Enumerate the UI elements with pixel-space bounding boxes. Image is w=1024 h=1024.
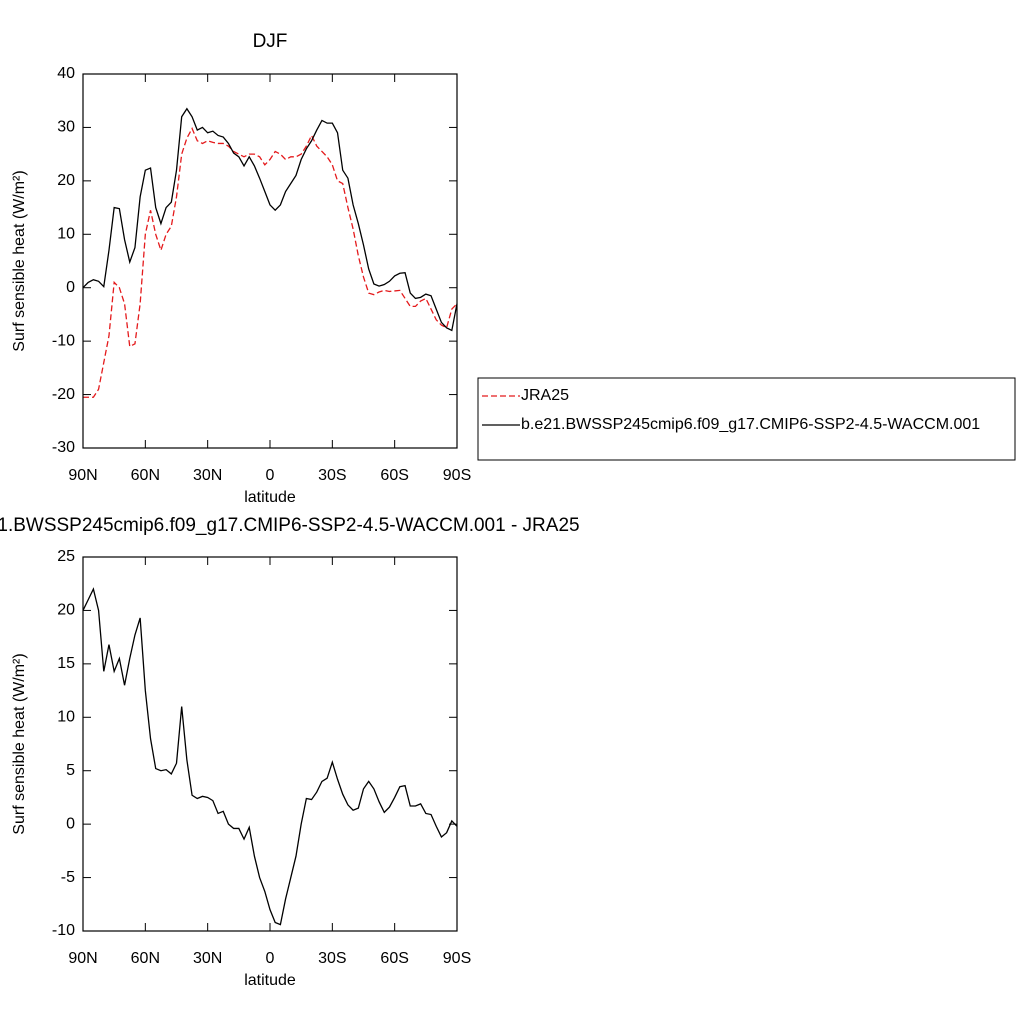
y-tick-label: -20 <box>52 386 75 403</box>
x-tick-label: 90N <box>68 467 97 484</box>
x-tick-label: 30N <box>193 950 222 967</box>
y-axis-label: Surf sensible heat (W/m²) <box>11 170 28 351</box>
y-tick-label: 25 <box>57 548 75 565</box>
y-tick-label: -5 <box>61 869 75 886</box>
legend-box <box>477 377 1016 461</box>
y-tick-label: 5 <box>66 762 75 779</box>
data-line <box>82 587 458 926</box>
x-tick-label: 60S <box>380 467 408 484</box>
y-tick-label: -10 <box>52 332 75 349</box>
x-tick-label: 30S <box>318 950 346 967</box>
y-tick-label: 20 <box>57 172 75 189</box>
x-tick-label: 60N <box>131 950 160 967</box>
legend-label: JRA25 <box>521 387 569 404</box>
x-tick-label: 0 <box>266 950 275 967</box>
y-tick-label: 15 <box>57 655 75 672</box>
y-tick-label: -10 <box>52 922 75 939</box>
x-axis-label: latitude <box>244 489 296 506</box>
chart-title: DJF <box>253 31 288 52</box>
x-tick-label: 90S <box>443 950 471 967</box>
y-tick-label: 0 <box>66 815 75 832</box>
data-line <box>83 127 458 398</box>
data-line <box>82 107 458 332</box>
y-tick-label: -30 <box>52 439 75 456</box>
y-tick-label: 0 <box>66 279 75 296</box>
y-tick-label: 10 <box>57 709 75 726</box>
x-axis-label: latitude <box>244 972 296 989</box>
y-tick-label: 30 <box>57 119 75 136</box>
x-tick-label: 60S <box>380 950 408 967</box>
x-tick-label: 60N <box>131 467 160 484</box>
x-tick-label: 90N <box>68 950 97 967</box>
y-tick-label: 10 <box>57 226 75 243</box>
y-tick-label: 40 <box>57 65 75 82</box>
legend-label: b.e21.BWSSP245cmip6.f09_g17.CMIP6-SSP2-4… <box>521 416 980 433</box>
y-tick-label: 20 <box>57 602 75 619</box>
x-tick-label: 30N <box>193 467 222 484</box>
x-tick-label: 0 <box>266 467 275 484</box>
y-axis-label: Surf sensible heat (W/m²) <box>11 653 28 834</box>
x-tick-label: 90S <box>443 467 471 484</box>
chart-title: b.e21.BWSSP245cmip6.f09_g17.CMIP6-SSP2-4… <box>0 515 580 536</box>
x-tick-label: 30S <box>318 467 346 484</box>
plot-frame <box>82 73 458 449</box>
plot-frame <box>82 556 458 932</box>
